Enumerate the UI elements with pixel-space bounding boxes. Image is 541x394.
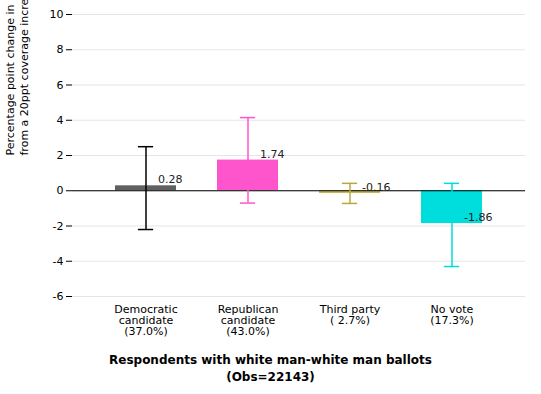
svg-text:6: 6: [57, 79, 64, 92]
svg-text:-1.86: -1.86: [464, 211, 492, 224]
svg-text:1.74: 1.74: [260, 148, 285, 161]
svg-text:2: 2: [57, 149, 64, 162]
svg-text:Republicancandidate(43.0%): Republicancandidate(43.0%): [218, 303, 279, 338]
svg-text:Third party( 2.7%): Third party( 2.7%): [319, 303, 381, 327]
svg-text:8: 8: [57, 43, 64, 56]
svg-text:0.28: 0.28: [158, 173, 183, 186]
svg-text:10: 10: [50, 8, 64, 21]
svg-text:-4: -4: [53, 255, 64, 268]
svg-text:4: 4: [57, 114, 64, 127]
html-text:Respondents with white man-whi: Respondents with white man-white man bal…: [109, 353, 432, 384]
svg-text:Democraticcandidate(37.0%): Democraticcandidate(37.0%): [114, 303, 177, 338]
svg-text:-0.16: -0.16: [362, 181, 390, 194]
svg-text:-2: -2: [53, 220, 64, 233]
svg-text:-6: -6: [53, 290, 64, 303]
svg-text:Percentage point change in rep: Percentage point change in reported voti…: [4, 0, 31, 156]
svg-text:0: 0: [57, 184, 64, 197]
svg-text:No vote(17.3%): No vote(17.3%): [430, 303, 474, 327]
